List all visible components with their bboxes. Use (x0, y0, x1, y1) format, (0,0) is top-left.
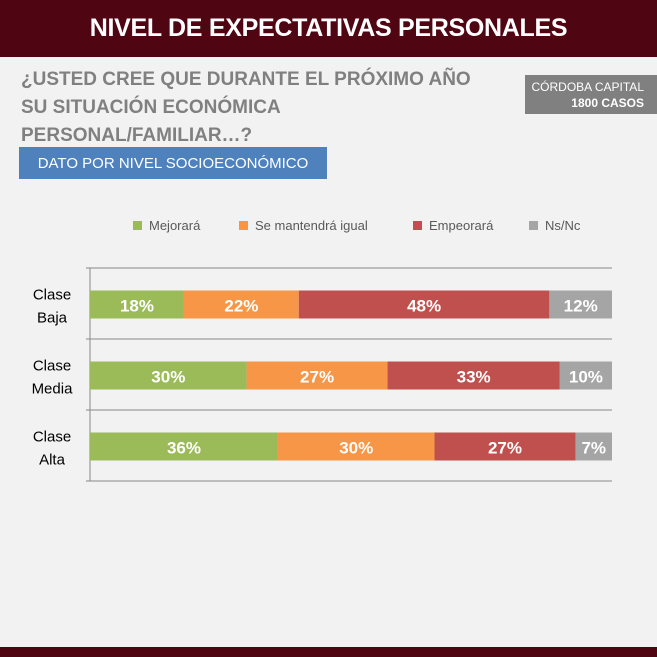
bar-segment (298, 290, 550, 319)
data-label: 12% (564, 297, 598, 316)
category-label: Clase (33, 429, 71, 446)
badge-cases: 1800 CASOS (571, 96, 644, 110)
bar-segment (90, 361, 247, 390)
data-label: 18% (120, 297, 154, 316)
legend-swatch-1 (239, 221, 248, 230)
category-label: Clase (33, 358, 71, 375)
survey-question: ¿USTED CREE QUE DURANTE EL PRÓXIMO AÑO S… (21, 69, 471, 146)
legend-label-3: Ns/Nc (545, 218, 581, 233)
data-label: 30% (151, 368, 185, 387)
data-label: 30% (339, 439, 373, 458)
bar-segment (246, 361, 388, 390)
footer-stripe (0, 647, 657, 657)
bar-segment (90, 290, 184, 319)
data-label: 27% (300, 368, 334, 387)
data-label: 27% (488, 439, 522, 458)
category-label: Alta (39, 452, 66, 469)
page-title: NIVEL DE EXPECTATIVAS PERSONALES (89, 14, 568, 42)
section-tag: DATO POR NIVEL SOCIOECONÓMICO (19, 147, 327, 179)
data-label: 33% (457, 368, 491, 387)
category-label: Media (32, 381, 74, 398)
legend-swatch-2 (413, 221, 422, 230)
data-label: 7% (581, 439, 606, 458)
legend-label-0: Mejorará (149, 218, 201, 233)
bar-segment (277, 432, 435, 461)
data-label: 48% (407, 297, 441, 316)
data-label: 10% (569, 368, 603, 387)
bar-segment (183, 290, 299, 319)
badge-location: CÓRDOBA CAPITAL (531, 80, 644, 94)
sample-badge: CÓRDOBA CAPITAL 1800 CASOS (525, 75, 657, 114)
category-label: Clase (33, 287, 71, 304)
category-label: Baja (37, 310, 68, 327)
bar-segment (559, 361, 612, 390)
legend-label-1: Se mantendrá igual (255, 218, 368, 233)
bar-segment (549, 290, 612, 319)
legend-swatch-0 (133, 221, 142, 230)
bar-segment (575, 432, 612, 461)
data-label: 22% (224, 297, 258, 316)
page-header: NIVEL DE EXPECTATIVAS PERSONALES (0, 0, 657, 57)
data-label: 36% (167, 439, 201, 458)
legend-label-2: Empeorará (429, 218, 494, 233)
bar-segment (434, 432, 576, 461)
bar-segment (387, 361, 560, 390)
bar-segment (90, 432, 278, 461)
legend-swatch-3 (529, 221, 538, 230)
